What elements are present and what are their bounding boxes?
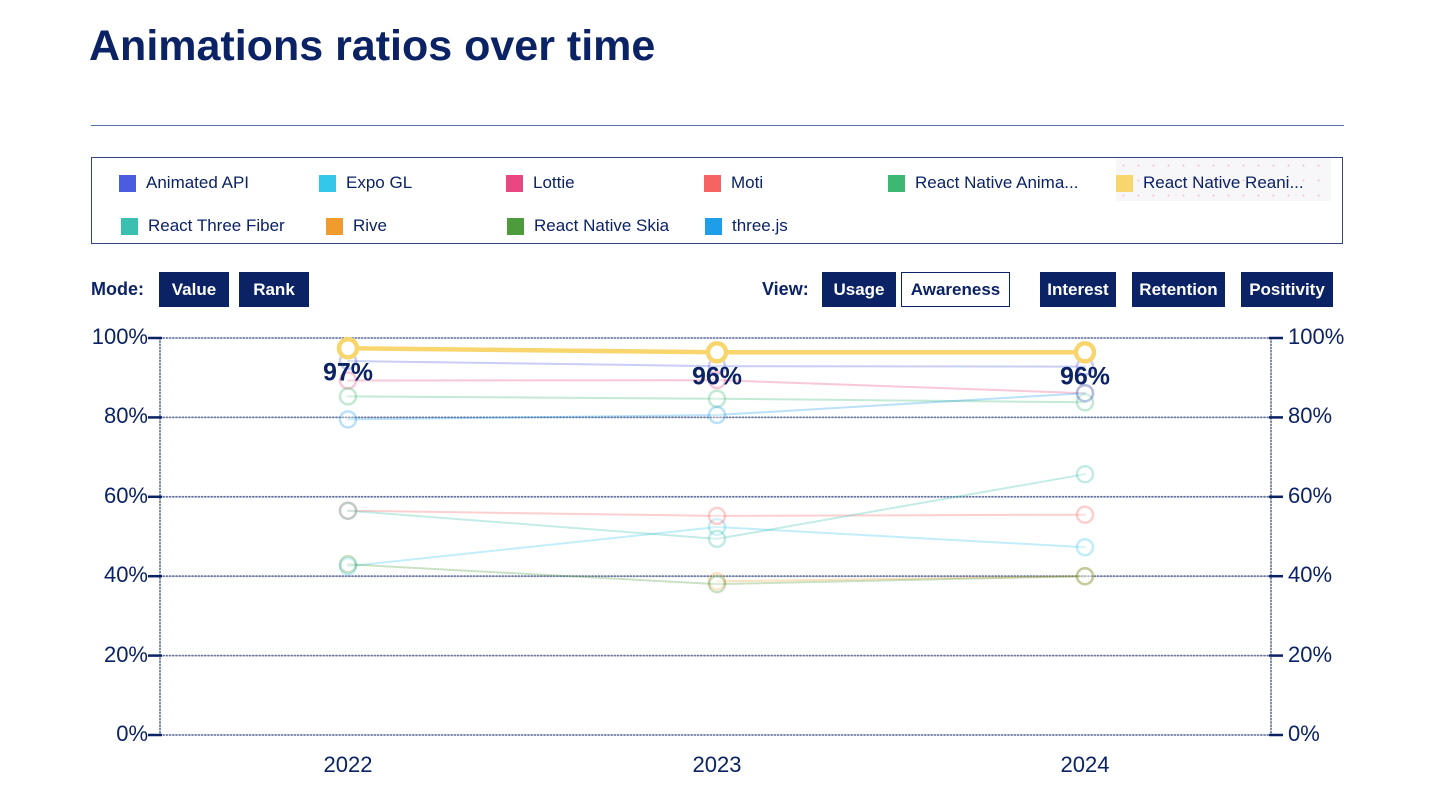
svg-text:97%: 97% — [323, 358, 373, 386]
svg-text:96%: 96% — [1060, 362, 1110, 390]
svg-text:96%: 96% — [692, 362, 742, 390]
